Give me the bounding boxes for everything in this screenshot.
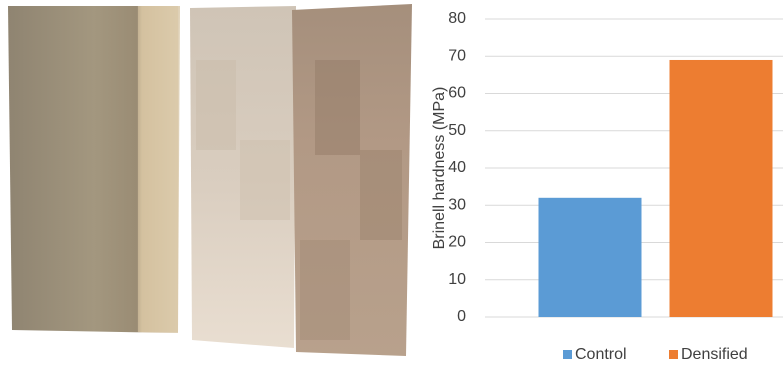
y-tick-label: 30 — [448, 196, 466, 213]
y-axis-label: Brinell hardness (MPa) — [431, 87, 448, 250]
board-edge — [138, 6, 178, 332]
board-pattern — [196, 60, 236, 150]
y-tick-label: 40 — [448, 159, 466, 176]
y-tick-label: 0 — [457, 308, 466, 325]
board-pattern — [360, 150, 402, 240]
legend-swatch — [563, 350, 572, 359]
legend-label: Control — [575, 346, 627, 363]
photo-control-board — [8, 6, 180, 333]
y-tick-label: 70 — [448, 47, 466, 64]
legend-label: Densified — [681, 346, 748, 363]
board-pattern — [300, 240, 350, 340]
board-pattern — [315, 60, 360, 155]
board-pattern — [240, 140, 290, 220]
sample-photos — [8, 4, 412, 356]
y-tick-label: 50 — [448, 122, 466, 139]
y-tick-label: 60 — [448, 85, 466, 102]
legend-swatch — [669, 350, 678, 359]
bar — [538, 197, 642, 317]
y-tick-label: 10 — [448, 271, 466, 288]
bar — [669, 59, 773, 317]
y-tick-label: 80 — [448, 10, 466, 27]
y-tick-label: 20 — [448, 234, 466, 251]
